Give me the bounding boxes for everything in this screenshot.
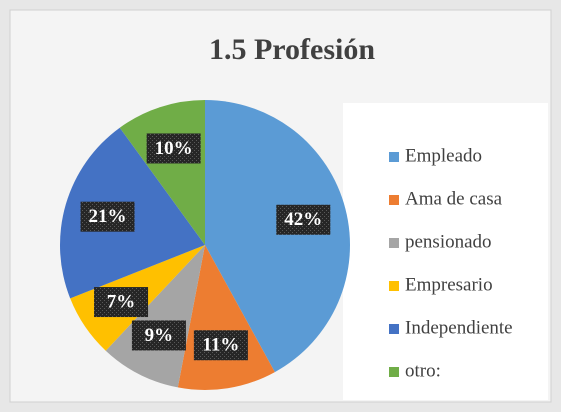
pie-slice [105,245,205,388]
data-label: 42% [284,209,322,230]
data-label-box [131,320,186,351]
legend-swatch [389,324,399,334]
data-label: 21% [89,206,127,227]
pie-slice [205,100,351,373]
legend-label: Ama de casa [405,188,503,209]
legend-label: Independiente [405,317,513,338]
legend-swatch [389,238,399,248]
legend-swatch [389,195,399,205]
data-label-box [193,330,248,361]
chart-title: 1.5 Profesión [209,33,375,66]
legend-label: Empleado [405,145,482,166]
data-label: 7% [107,291,136,312]
legend-swatch [389,367,399,377]
legend-label: Empresario [405,274,493,295]
data-label-box [146,133,201,164]
legend-label: pensionado [405,231,492,252]
data-label-box [276,204,331,235]
legend-box [343,103,548,400]
legend-swatch [389,152,399,162]
data-label-box [94,287,149,318]
data-label-box [80,201,135,232]
legend-swatch [389,281,399,291]
data-label: 9% [145,325,174,346]
data-label: 11% [202,335,239,356]
legend-label: otro: [405,360,441,381]
data-label: 10% [155,138,193,159]
